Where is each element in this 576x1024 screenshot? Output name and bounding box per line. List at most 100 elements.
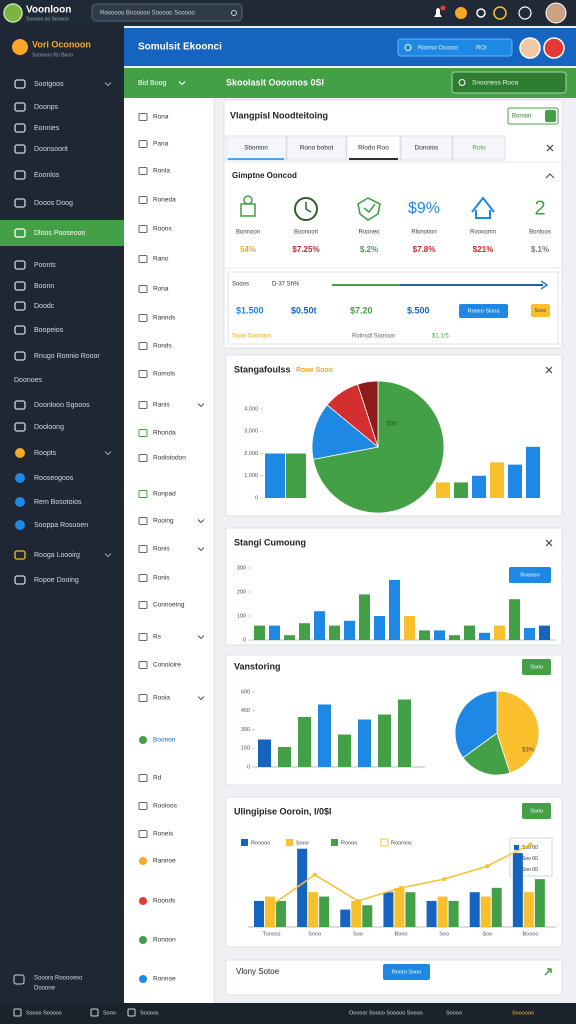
- footer-text: Ssooo Soooos: [26, 1010, 62, 1016]
- button[interactable]: [459, 304, 508, 318]
- sidebar-item[interactable]: Dooloong: [34, 424, 64, 431]
- sidebar-item[interactable]: Rnugo Ronnio Rooor: [34, 353, 100, 360]
- sidebar-item[interactable]: Sooppa Rosuoen: [34, 522, 88, 529]
- sidebar-item[interactable]: Dloos Pooseoon: [34, 230, 85, 237]
- subnav-icon: [139, 736, 147, 744]
- sidebar-item[interactable]: Doonps: [34, 104, 59, 111]
- toolbar-search[interactable]: [451, 71, 567, 94]
- subnav-item[interactable]: Conoloire: [153, 662, 181, 669]
- subnav-item[interactable]: Roneda: [153, 197, 176, 204]
- brand-tagline: Soooooo Ro Booo: [32, 52, 73, 58]
- pie-slice: [357, 380, 379, 448]
- toolbar-menu[interactable]: Bid Boog: [138, 80, 167, 87]
- bar: [454, 482, 468, 498]
- sidebar-item[interactable]: Poonts: [34, 262, 56, 269]
- subnav-item[interactable]: Boonon: [153, 737, 176, 744]
- note: Rolnsdl Soosion: [352, 334, 395, 340]
- subnav-item[interactable]: Rona: [153, 114, 169, 121]
- subnav-item[interactable]: Rhonda: [153, 430, 176, 437]
- tab-label[interactable]: Donoios: [415, 145, 440, 152]
- subnav-item[interactable]: Pana: [153, 141, 169, 148]
- subnav-item[interactable]: Rannds: [153, 315, 176, 322]
- subnav-item[interactable]: Romols: [153, 371, 176, 378]
- bar: [383, 892, 394, 927]
- bar: [526, 446, 540, 498]
- button-label[interactable]: Rooeo Siooa: [468, 308, 501, 314]
- trend-point: [355, 898, 360, 903]
- subnav-icon: [138, 401, 148, 409]
- subnav-item[interactable]: Rd: [153, 775, 162, 782]
- sidebar-item[interactable]: Dooos Doog: [34, 200, 73, 207]
- bell-icon[interactable]: [434, 8, 442, 17]
- subnav-item[interactable]: Connoeing: [153, 602, 185, 609]
- sidebar-item[interactable]: Ropoe Dooing: [34, 577, 79, 584]
- subnav-item[interactable]: Rooloos: [153, 803, 178, 810]
- subnav-item[interactable]: Ronnoe: [153, 976, 176, 983]
- button[interactable]: [383, 964, 430, 980]
- tab[interactable]: [346, 135, 401, 161]
- subnav-icon: [138, 167, 148, 175]
- collapse-icon[interactable]: [545, 173, 555, 179]
- sidebar-item[interactable]: Boopeios: [34, 327, 64, 334]
- sidebar-item[interactable]: Boonn: [34, 283, 54, 290]
- sidebar-icon: [14, 79, 26, 89]
- subnav-item[interactable]: Ronpad: [153, 491, 176, 498]
- sidebar-item[interactable]: Rem Bosotoios: [34, 499, 82, 506]
- subnav-item[interactable]: Rannoe: [153, 858, 176, 865]
- kpi-icon: [471, 196, 495, 219]
- tab[interactable]: [452, 135, 506, 161]
- button[interactable]: [509, 567, 551, 583]
- subnav-item[interactable]: Roons: [153, 226, 173, 233]
- user-avatar: [545, 2, 567, 24]
- subnav-item[interactable]: Ronds: [153, 343, 173, 350]
- header-search[interactable]: [397, 38, 513, 57]
- close-icon: [545, 366, 553, 374]
- card-title: Vlangpisl Noodteitoing: [230, 110, 328, 120]
- subnav-item[interactable]: Ronis: [153, 575, 170, 582]
- bar: [539, 625, 550, 640]
- check-button[interactable]: [545, 110, 556, 122]
- sidebar-item[interactable]: Eoonlos: [34, 172, 60, 179]
- sidebar-item[interactable]: Roopts: [34, 450, 57, 457]
- sidebar-item[interactable]: Doonsoorit: [34, 146, 68, 153]
- sidebar-item[interactable]: Doodc: [34, 303, 55, 310]
- subnav-item[interactable]: Rooing: [153, 518, 174, 525]
- subnav-item[interactable]: Ronla: [153, 168, 170, 175]
- subnav-item[interactable]: Rooia: [153, 695, 170, 702]
- tab-label[interactable]: Sbonion: [244, 145, 268, 152]
- subnav-item[interactable]: Rodistodon: [153, 455, 186, 462]
- subnav-item[interactable]: Ranis: [153, 402, 170, 409]
- subnav-item[interactable]: Rona: [153, 286, 169, 293]
- status-icon: [476, 8, 486, 18]
- bar: [319, 896, 330, 927]
- tab[interactable]: [225, 135, 287, 161]
- subnav-item[interactable]: Rs: [153, 634, 162, 641]
- sidebar-icon: [14, 400, 26, 410]
- sidebar-item[interactable]: Rooga Loooirg: [34, 552, 80, 559]
- sidebar-item[interactable]: Eonnies: [34, 125, 60, 132]
- subnav-item[interactable]: Roonds: [153, 898, 176, 905]
- bar: [404, 616, 415, 640]
- expand-icon[interactable]: [544, 968, 552, 976]
- tab-label[interactable]: Rono bobot: [300, 145, 334, 152]
- x-tick-label: Soo: [353, 931, 363, 937]
- sidebar-item[interactable]: Rooseogoos: [34, 475, 74, 482]
- sidebar-item[interactable]: Doonoes: [14, 377, 43, 384]
- subnav-item[interactable]: Rano: [153, 256, 169, 263]
- sidebar-item[interactable]: Doonloon Sgooos: [34, 402, 90, 409]
- tab[interactable]: [286, 135, 347, 161]
- subnav-item[interactable]: Roneis: [153, 831, 174, 838]
- button-label[interactable]: Rooro Sooo: [392, 969, 421, 975]
- tab-label[interactable]: Rlodo Roo: [358, 145, 389, 152]
- button-label[interactable]: Rooooo: [520, 572, 539, 578]
- subnav-item[interactable]: Ronis: [153, 546, 170, 553]
- trend-point: [442, 877, 447, 882]
- kpi-label: Rlonotion: [411, 230, 436, 236]
- coin-icon: [455, 7, 467, 19]
- sidebar-item[interactable]: Sootgoos: [34, 81, 64, 88]
- tab[interactable]: [400, 135, 453, 161]
- summary-title: Vlony Sotoe: [236, 967, 280, 976]
- search-box[interactable]: [91, 3, 243, 22]
- tab-label[interactable]: Rolo: [472, 145, 486, 152]
- subnav-item[interactable]: Ronoon: [153, 937, 176, 944]
